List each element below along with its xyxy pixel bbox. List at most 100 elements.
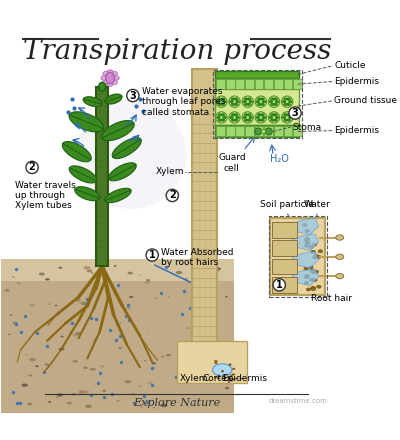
Ellipse shape — [236, 116, 239, 118]
Ellipse shape — [55, 396, 58, 398]
Ellipse shape — [262, 101, 266, 103]
Ellipse shape — [87, 270, 92, 272]
Text: Water Absorbed
by root hairs: Water Absorbed by root hairs — [161, 248, 234, 268]
Ellipse shape — [287, 114, 290, 116]
Ellipse shape — [35, 365, 39, 367]
Ellipse shape — [313, 279, 317, 282]
Ellipse shape — [84, 266, 90, 270]
Ellipse shape — [79, 390, 85, 394]
Ellipse shape — [313, 256, 317, 259]
Ellipse shape — [234, 119, 238, 121]
Ellipse shape — [284, 114, 287, 116]
Text: Root hair: Root hair — [311, 293, 352, 303]
Ellipse shape — [248, 114, 251, 116]
Ellipse shape — [225, 387, 229, 389]
Polygon shape — [292, 218, 319, 235]
Bar — [272, 277, 297, 293]
Ellipse shape — [56, 393, 63, 396]
Ellipse shape — [12, 322, 18, 324]
Ellipse shape — [225, 296, 228, 297]
Ellipse shape — [16, 282, 21, 284]
Polygon shape — [105, 188, 131, 202]
Ellipse shape — [161, 356, 164, 357]
Ellipse shape — [114, 265, 117, 267]
Ellipse shape — [107, 82, 113, 86]
Ellipse shape — [100, 365, 105, 367]
Ellipse shape — [305, 229, 309, 232]
Circle shape — [127, 89, 139, 102]
Ellipse shape — [215, 267, 221, 270]
Ellipse shape — [120, 322, 122, 323]
Ellipse shape — [199, 300, 204, 303]
Ellipse shape — [223, 116, 226, 118]
Text: Epidermis: Epidermis — [334, 126, 380, 135]
Text: 3: 3 — [292, 108, 298, 118]
Text: 1: 1 — [149, 250, 156, 260]
Ellipse shape — [258, 114, 261, 116]
Ellipse shape — [91, 272, 94, 274]
Bar — [215, 71, 300, 78]
Bar — [284, 126, 292, 136]
Text: Water: Water — [304, 200, 330, 209]
Bar — [272, 222, 297, 238]
Text: Cuticle: Cuticle — [334, 61, 366, 70]
Bar — [272, 240, 297, 256]
Ellipse shape — [194, 365, 198, 367]
Ellipse shape — [234, 114, 238, 116]
Circle shape — [26, 161, 38, 173]
Polygon shape — [105, 94, 122, 104]
Ellipse shape — [304, 244, 309, 247]
Ellipse shape — [310, 269, 314, 272]
Ellipse shape — [271, 114, 274, 116]
Text: 1: 1 — [276, 280, 283, 290]
Polygon shape — [102, 121, 134, 141]
Ellipse shape — [236, 101, 239, 103]
Text: 2: 2 — [29, 162, 36, 172]
Ellipse shape — [317, 256, 321, 259]
Ellipse shape — [312, 271, 316, 274]
Ellipse shape — [147, 382, 153, 385]
Bar — [177, 341, 247, 383]
Ellipse shape — [12, 276, 15, 278]
Ellipse shape — [244, 98, 248, 100]
Ellipse shape — [76, 299, 81, 302]
Ellipse shape — [122, 346, 124, 347]
Polygon shape — [292, 252, 319, 268]
Bar — [216, 126, 225, 136]
Ellipse shape — [85, 404, 92, 408]
Ellipse shape — [195, 362, 197, 363]
Text: Cortex: Cortex — [202, 374, 232, 383]
Ellipse shape — [60, 336, 64, 337]
Bar — [270, 218, 325, 295]
Ellipse shape — [216, 101, 220, 103]
Ellipse shape — [216, 96, 227, 107]
Ellipse shape — [138, 385, 141, 386]
Ellipse shape — [223, 374, 226, 376]
Ellipse shape — [36, 292, 38, 293]
Ellipse shape — [282, 101, 286, 103]
Ellipse shape — [176, 271, 182, 274]
Ellipse shape — [73, 333, 79, 337]
Ellipse shape — [336, 235, 344, 240]
Ellipse shape — [282, 112, 293, 123]
Ellipse shape — [248, 119, 251, 121]
Ellipse shape — [98, 267, 105, 270]
Ellipse shape — [83, 367, 88, 369]
Ellipse shape — [221, 114, 225, 116]
Ellipse shape — [258, 103, 261, 106]
Ellipse shape — [306, 288, 311, 291]
Bar — [245, 126, 254, 136]
Text: Guard
cell: Guard cell — [218, 154, 246, 173]
Ellipse shape — [287, 119, 290, 121]
Ellipse shape — [216, 112, 227, 123]
Ellipse shape — [271, 98, 274, 100]
Ellipse shape — [274, 114, 277, 116]
Ellipse shape — [72, 360, 78, 363]
Ellipse shape — [221, 98, 225, 100]
Ellipse shape — [101, 76, 107, 80]
Ellipse shape — [261, 130, 266, 133]
Bar — [272, 259, 297, 275]
Text: Xylem: Xylem — [156, 167, 184, 176]
Ellipse shape — [232, 368, 235, 370]
Ellipse shape — [202, 315, 208, 319]
